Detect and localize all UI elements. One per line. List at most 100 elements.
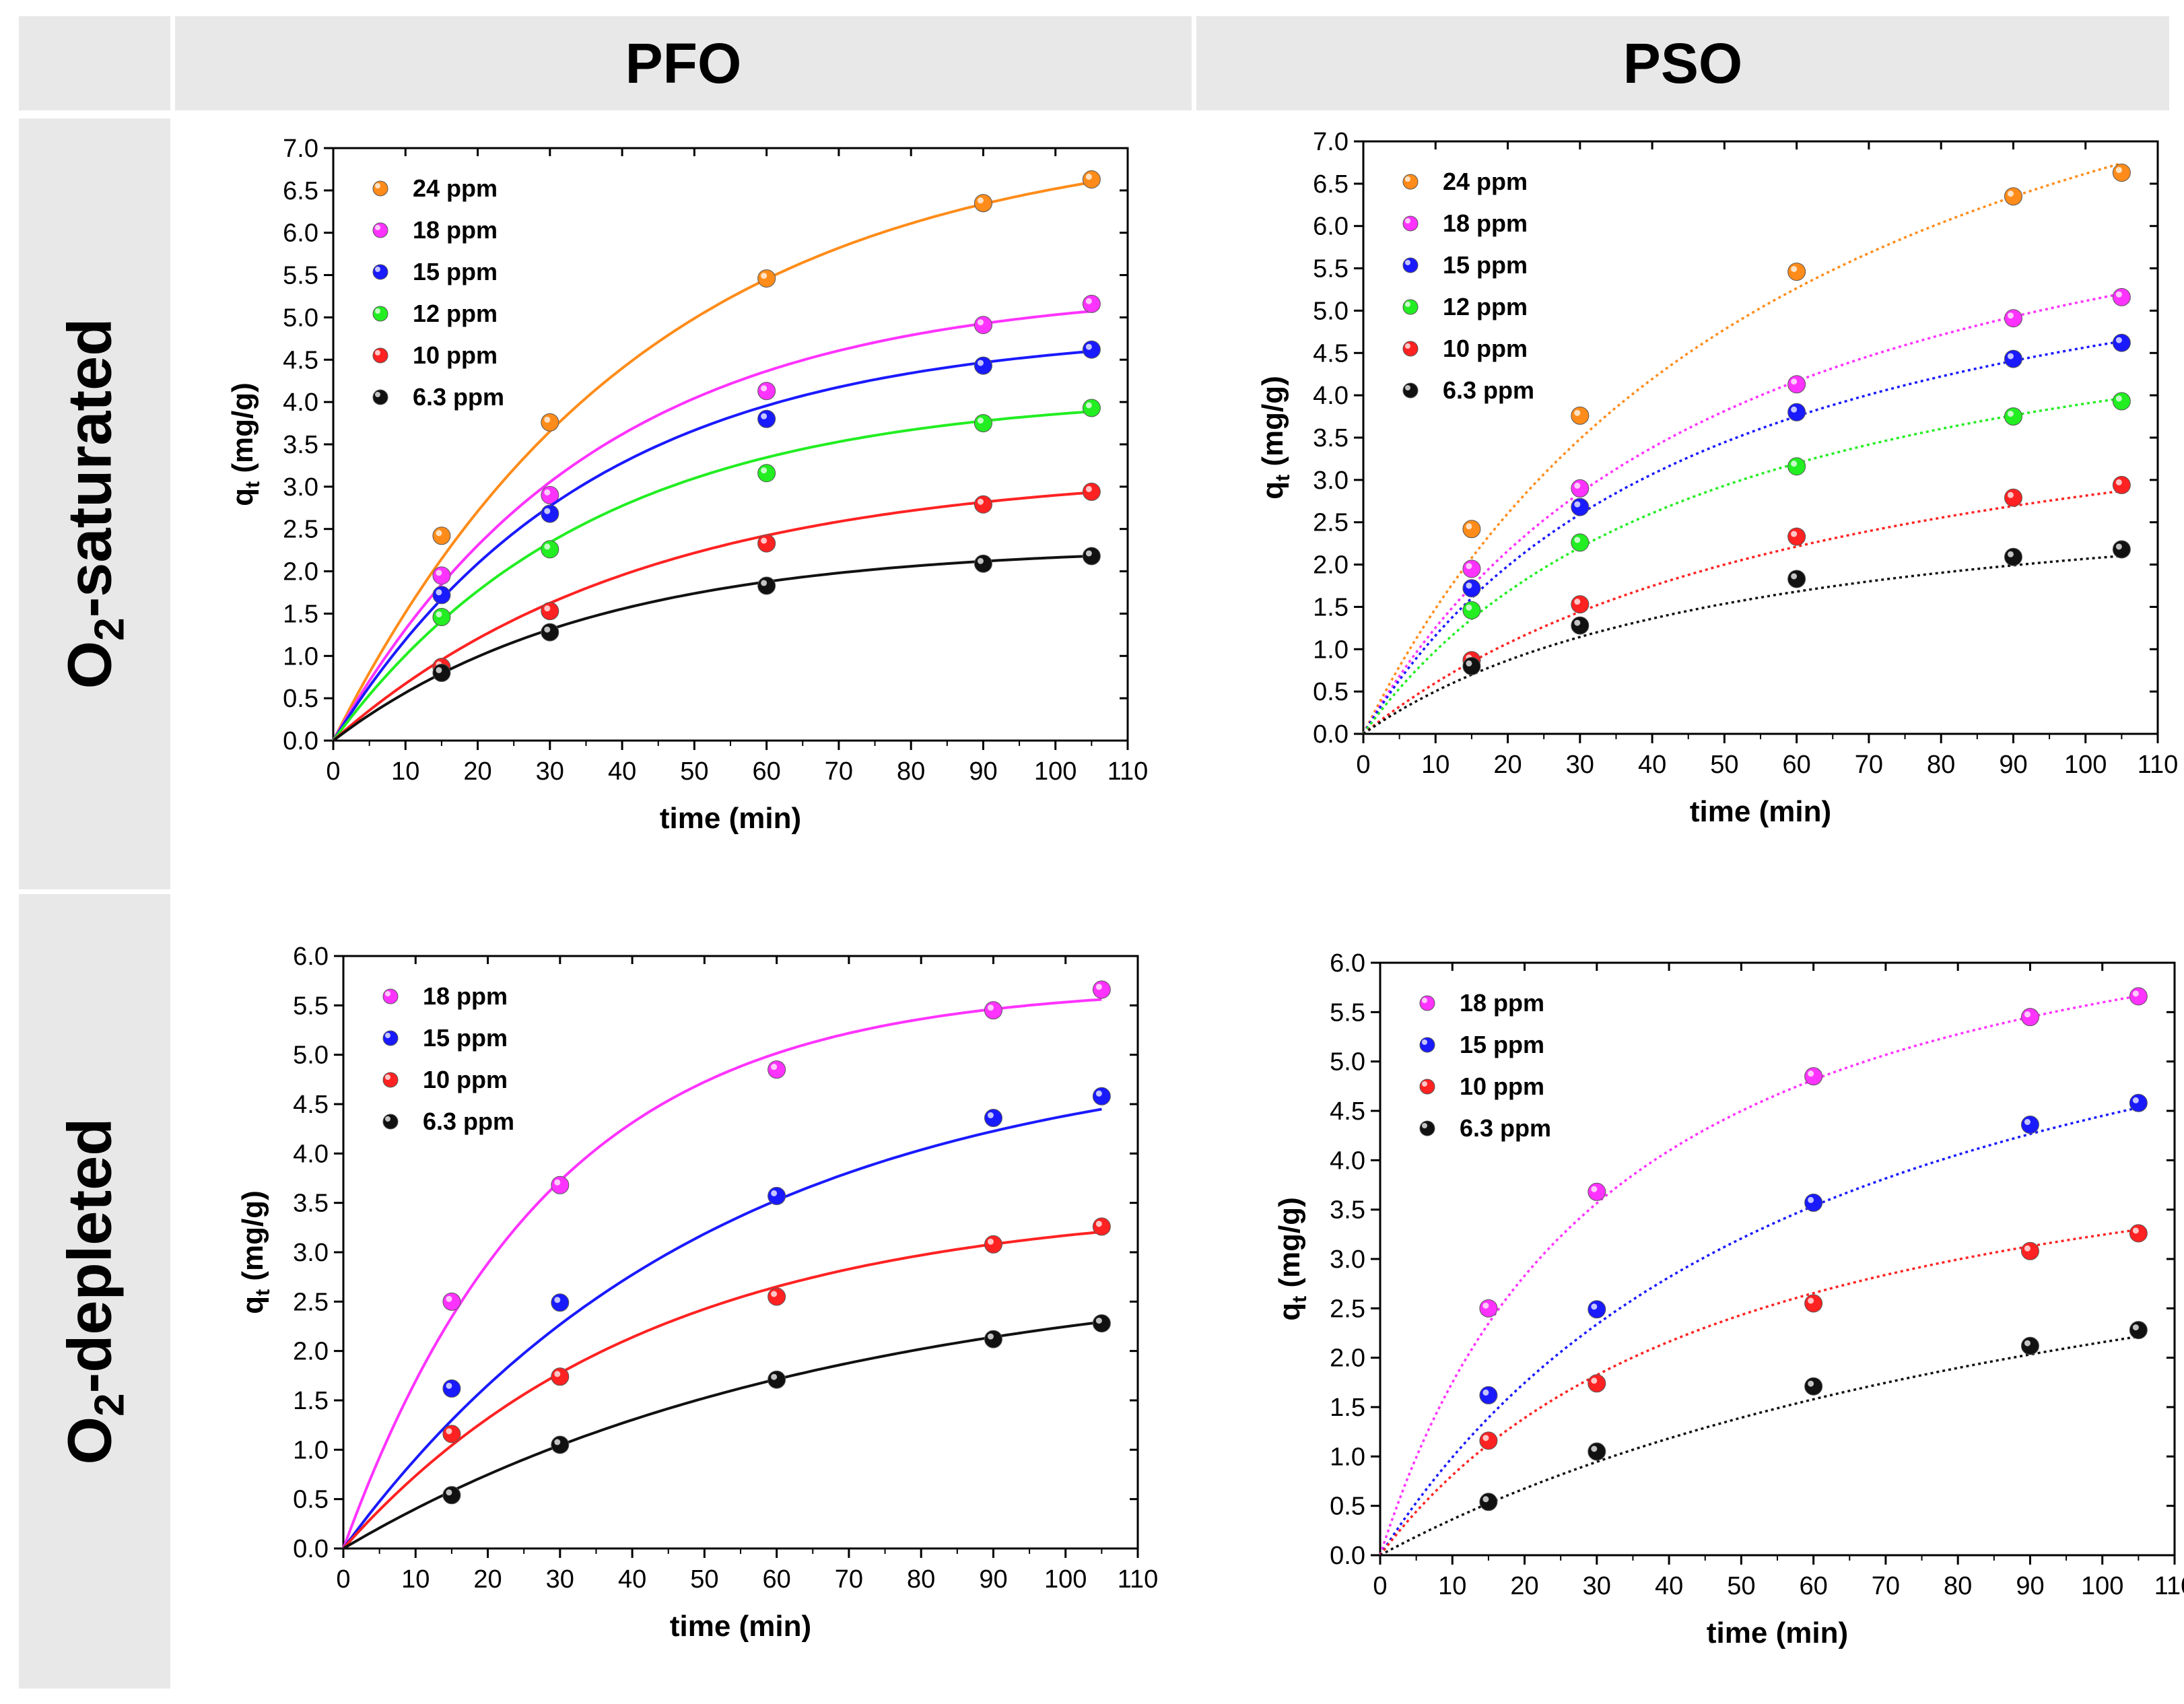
legend-label-24-ppm: 24 ppm	[413, 174, 498, 202]
y-tick-label: 1.0	[283, 642, 318, 671]
data-point-highlight	[554, 1179, 561, 1186]
legend-marker-highlight	[375, 392, 380, 397]
data-point-highlight	[1085, 485, 1092, 492]
y-tick-label: 4.5	[293, 1091, 329, 1119]
chart-pso-o2-saturated: 0 10 20 30 40 50 60 70 80 90 100 110 0.0 0.5 1.0 1.5 2.0…	[1252, 121, 2184, 875]
x-tick-label: 80	[897, 757, 925, 786]
data-point-highlight	[771, 1064, 778, 1070]
data-point-18-ppm	[432, 566, 451, 585]
data-point-highlight	[987, 1333, 994, 1340]
data-point-6-3-ppm	[442, 1486, 461, 1505]
legend-marker-24-ppm	[372, 180, 388, 197]
chart-pso-o2-depleted: 0 10 20 30 40 50 60 70 80 90 100 110 0.0 0.5 1.0 1.5 2.0…	[1269, 943, 2184, 1697]
data-point-18-ppm	[757, 382, 776, 401]
legend-marker-10-ppm	[1419, 1079, 1435, 1095]
data-point-6-3-ppm	[1462, 656, 1481, 675]
legend-marker-6-3-ppm	[1402, 382, 1419, 399]
data-point-highlight	[771, 1373, 778, 1380]
data-point-highlight	[1791, 573, 1798, 580]
data-point-highlight	[554, 1297, 561, 1303]
legend-marker-10-ppm	[1402, 341, 1419, 357]
x-tick-label: 0	[336, 1565, 350, 1594]
data-point-highlight	[1482, 1302, 1489, 1309]
data-point-18-ppm	[1092, 980, 1111, 999]
y-tick-label: 6.0	[1330, 949, 1365, 978]
data-point-12-ppm	[2112, 392, 2131, 411]
y-tick-label: 0.5	[293, 1486, 329, 1514]
x-tick-label: 20	[473, 1565, 502, 1594]
data-point-6-3-ppm	[1479, 1493, 1498, 1511]
data-point-highlight	[771, 1190, 778, 1196]
data-point-highlight	[1466, 604, 1472, 611]
y-tick-label: 7.0	[1313, 128, 1349, 156]
legend-marker-highlight	[1422, 1123, 1427, 1128]
data-point-12-ppm	[1082, 399, 1101, 417]
data-point-6-3-ppm	[1092, 1314, 1111, 1333]
y-tick-label: 3.5	[1330, 1196, 1365, 1225]
data-point-24-ppm	[974, 194, 992, 213]
x-tick-label: 100	[1044, 1565, 1087, 1594]
legend-marker-10-ppm	[382, 1072, 399, 1088]
data-point-highlight	[1085, 343, 1092, 350]
data-point-highlight	[446, 1295, 452, 1302]
legend-marker-highlight	[1405, 260, 1410, 265]
y-tick-label: 6.0	[283, 219, 318, 248]
data-point-highlight	[1791, 461, 1798, 467]
chart-svg-pfo-depleted: 0 10 20 30 40 50 60 70 80 90 100 110 0.0 0.5 1.0 1.5 2.0…	[236, 943, 1158, 1643]
data-point-highlight	[2007, 353, 2014, 360]
data-point-highlight	[1466, 563, 1472, 570]
legend-marker-6-3-ppm	[372, 389, 388, 405]
y-tick-label: 1.5	[1330, 1394, 1365, 1422]
fit-curve-18-ppm	[332, 310, 1092, 741]
data-point-18-ppm	[974, 316, 992, 335]
data-point-18-ppm	[1479, 1299, 1498, 1318]
y-axis-label: qt (mg/g)	[1273, 1197, 1311, 1321]
data-point-10-ppm	[2020, 1241, 2039, 1260]
data-point-highlight	[1085, 402, 1092, 409]
y-axis-label: qt (mg/g)	[1256, 376, 1294, 500]
data-point-highlight	[544, 416, 551, 423]
y-tick-label: 3.0	[1313, 467, 1349, 495]
data-point-highlight	[1591, 1445, 1598, 1452]
legend-label-24-ppm: 24 ppm	[1443, 168, 1528, 195]
legend-label-18-ppm: 18 ppm	[1443, 209, 1528, 237]
data-point-18-ppm	[1571, 479, 1590, 498]
y-tick-label: 2.0	[1313, 551, 1349, 580]
data-point-highlight	[2007, 551, 2014, 557]
legend-label-6-3-ppm: 6.3 ppm	[1460, 1114, 1551, 1142]
data-point-15-ppm	[551, 1293, 570, 1312]
y-axis-label: qt (mg/g)	[236, 1190, 274, 1314]
data-point-18-ppm	[551, 1175, 570, 1194]
data-point-highlight	[1591, 1186, 1598, 1192]
y-tick-label: 4.5	[1330, 1097, 1365, 1126]
data-point-24-ppm	[541, 413, 559, 432]
legend-marker-10-ppm	[372, 347, 388, 364]
x-tick-label: 50	[690, 1565, 718, 1594]
data-point-highlight	[446, 1428, 452, 1435]
data-point-highlight	[2024, 1245, 2031, 1252]
legend-marker-18-ppm	[1419, 995, 1435, 1011]
data-point-highlight	[2007, 491, 2014, 498]
y-tick-label: 4.0	[1313, 382, 1349, 410]
y-tick-label: 5.5	[1313, 255, 1349, 283]
y-tick-label: 0.5	[283, 685, 318, 713]
chart-pfo-o2-saturated: 0 10 20 30 40 50 60 70 80 90 100 110 0.0 0.5 1.0 1.5 2.0…	[222, 128, 1165, 882]
data-point-15-ppm	[974, 356, 992, 375]
column-header-pfo: PFO	[625, 32, 742, 95]
data-point-highlight	[977, 197, 984, 204]
x-tick-label: 80	[1944, 1572, 1972, 1600]
row-label-depleted: O2-depleted	[55, 1118, 133, 1465]
data-point-highlight	[544, 508, 551, 514]
data-point-6-3-ppm	[974, 554, 992, 573]
legend-marker-highlight	[385, 1116, 390, 1122]
y-tick-label: 5.5	[293, 992, 329, 1020]
data-point-15-ppm	[2004, 349, 2022, 368]
data-point-highlight	[1574, 409, 1581, 416]
x-tick-label: 0	[326, 757, 340, 786]
data-point-6-3-ppm	[767, 1370, 786, 1389]
data-point-highlight	[977, 417, 984, 424]
row-label-saturated: O2-saturated	[55, 318, 133, 689]
data-point-highlight	[761, 537, 767, 544]
fit-curve-12-ppm	[332, 410, 1092, 742]
data-point-15-ppm	[442, 1379, 461, 1398]
